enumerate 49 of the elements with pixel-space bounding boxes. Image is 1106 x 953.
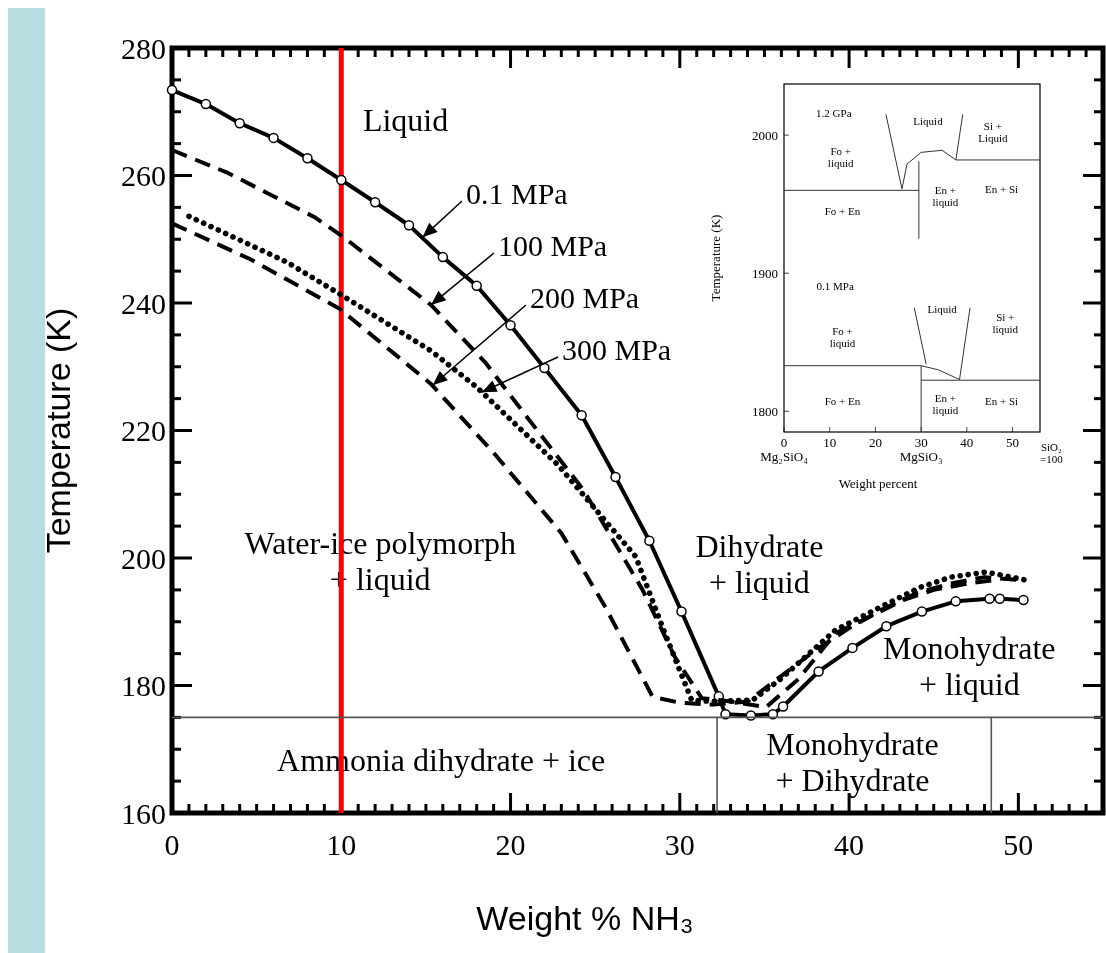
- annotation: 1.2 GPa: [816, 107, 852, 119]
- y-tick-label: 240: [121, 286, 166, 320]
- y-tick-label: 220: [121, 414, 166, 447]
- annotation: Liquid: [927, 303, 958, 316]
- annotation: En + Si: [985, 394, 1019, 407]
- annotation: 0.1 MPa: [816, 279, 854, 292]
- annotation: 0.1 MPa: [466, 176, 568, 210]
- y-tick-label: 180: [121, 669, 166, 702]
- annotation: Si + liquid: [992, 310, 1019, 335]
- annotation: Monohydrate + Dihydrate: [766, 726, 939, 798]
- x-tick-label: 10: [823, 435, 837, 450]
- x-axis-title: Weight % NH₃: [476, 899, 694, 937]
- annotation: 200 MPa: [530, 280, 640, 314]
- x-tick-label: 0: [164, 828, 180, 861]
- annotation: En + liquid: [932, 183, 959, 208]
- annotation: Monohydrate + liquid: [883, 630, 1056, 703]
- x-tick-label: 30 MgSiO₃: [899, 435, 943, 464]
- x-tick-label: 10: [326, 828, 357, 861]
- annotation: Dihydrate + liquid: [695, 528, 824, 601]
- annotation: En + liquid: [932, 392, 959, 417]
- annotation: Fo + liquid: [827, 145, 855, 170]
- y-tick-label: 1900: [752, 265, 778, 281]
- annotation: Fo + En: [824, 205, 861, 218]
- annotation: 300 MPa: [562, 332, 672, 366]
- x-tick-label: 40: [834, 828, 865, 861]
- x-tick-label: 20: [868, 435, 882, 450]
- x-tick-label: 0 Mg₂SiO₄: [760, 435, 809, 464]
- annotation: Liquid: [362, 102, 449, 139]
- annotation: Liquid: [913, 115, 944, 128]
- annotation: En + Si: [985, 182, 1019, 195]
- x-tick-label: 50: [1006, 435, 1020, 450]
- x-tick-label: 50: [1003, 828, 1034, 861]
- annotation: 100 MPa: [498, 228, 608, 262]
- annotation: Fo + liquid: [829, 324, 856, 349]
- y-tick-label: 200: [121, 541, 166, 575]
- y-tick-label: 2000: [752, 127, 778, 143]
- y-axis-title: Temperature (K): [708, 214, 723, 302]
- x-tick-label: 40: [960, 435, 974, 450]
- y-tick-label: 160: [121, 796, 166, 830]
- x-tick-label: 20: [495, 828, 526, 861]
- annotation: Si + Liquid: [978, 119, 1009, 144]
- y-tick-label: 280: [121, 31, 166, 65]
- annotation: SiO₂ =100: [1040, 440, 1064, 465]
- annotation: Fo + En: [824, 394, 861, 407]
- y-tick-label: 260: [121, 159, 166, 192]
- x-tick-label: 30: [664, 828, 695, 861]
- y-axis-title: Temperature (K): [39, 307, 77, 554]
- x-axis-title: Weight percent: [838, 476, 918, 491]
- y-tick-label: 1800: [752, 403, 778, 419]
